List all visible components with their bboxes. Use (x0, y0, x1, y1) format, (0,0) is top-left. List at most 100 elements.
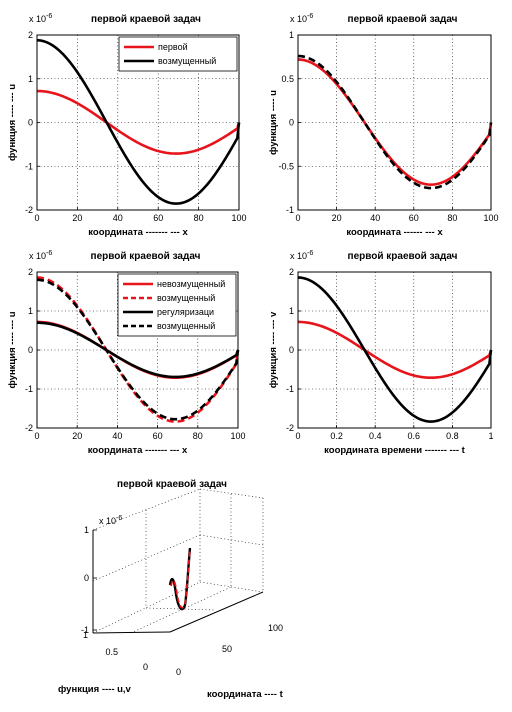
y-tick-label: 1 (28, 74, 33, 84)
x-tick-label: 20 (72, 431, 82, 441)
series-line-1 (297, 320, 493, 379)
grid-line (199, 581, 264, 593)
x-tick-label: 80 (193, 431, 203, 441)
x-tick-label: 50 (222, 644, 232, 654)
y-axis-label: функция ---- --- u (7, 311, 18, 388)
chart-title: первой краевой задач (348, 14, 458, 25)
x-tick-label: 0 (176, 667, 181, 677)
z-tick-label: -1 (81, 625, 89, 635)
x-axis-label: координата ------- --- x (88, 445, 188, 456)
y-tick-label: 1 (289, 30, 294, 40)
x-tick-label: 40 (112, 431, 122, 441)
y-axis-label: функция ---- --- u (7, 84, 18, 161)
y-axis-line (92, 631, 171, 634)
exponent-label: x 10-6 (290, 250, 313, 261)
y-tick-label: -2 (286, 423, 294, 433)
x-tick-label: 100 (483, 213, 498, 223)
x-tick-label: 0 (295, 431, 300, 441)
z-tick-label: 1 (84, 525, 89, 535)
y-tick-label: 2 (28, 267, 33, 277)
exponent-power: -6 (307, 250, 313, 257)
series-line-2 (170, 549, 191, 609)
x-tick-label: 20 (72, 213, 82, 223)
x-tick-label: 0 (34, 431, 39, 441)
grid-line (199, 534, 264, 546)
chart-title: первой краевой задач (348, 251, 458, 262)
y-tick-label: -1 (25, 161, 33, 171)
legend-entry: первой (158, 42, 188, 52)
y-axis-label: функция ---- u,v (58, 684, 132, 695)
chart-panel-1: 0 20 40 60 80 100 -2 -1 0 1 2 x 10-6 первой краевой … (7, 13, 247, 238)
chart-panel-5: -1 0 1 1 0.5 0 0 50 100 x 10-6 первой краевой зада… (58, 479, 284, 700)
x-tick-label: 100 (230, 431, 245, 441)
y-tick-label: 0 (289, 345, 294, 355)
y-tick-label: -0.5 (278, 161, 294, 171)
y-tick-label: -1 (286, 384, 294, 394)
x-tick-label: 40 (113, 213, 123, 223)
legend: первой возмущенный (118, 36, 238, 72)
y-tick-label: -1 (286, 205, 294, 215)
x-tick-label: 80 (194, 213, 204, 223)
series-line-1 (36, 89, 241, 155)
series-line-2 (36, 38, 241, 205)
y-tick-label: 0 (28, 118, 33, 128)
legend-entry: возмущенный (157, 293, 215, 303)
x-tick-label: 60 (409, 213, 419, 223)
y-tick-label: 0 (289, 118, 294, 128)
x-tick-label: 60 (153, 213, 163, 223)
legend-box (118, 36, 238, 72)
x-tick-label: 0.8 (446, 431, 459, 441)
y-tick-label: 0 (28, 345, 33, 355)
chart-panel-3: 0 20 40 60 80 100 -2 -1 0 1 2 x 10-6 первой краевой … (7, 250, 246, 456)
y-axis-label: функция ---- --- v (268, 311, 279, 388)
series-line-2 (297, 276, 493, 423)
y-tick-label: 1 (289, 306, 294, 316)
exponent-power: -6 (46, 250, 52, 257)
x-tick-label: 0 (295, 213, 300, 223)
exponent-power: -6 (116, 515, 122, 522)
x-axis-label: координата ---- t (207, 689, 284, 700)
grid-line (92, 581, 201, 634)
legend-entry: невозмущенный (157, 279, 225, 289)
x-tick-label: 100 (268, 623, 283, 633)
x-axis-label: координата времени ------- --- t (324, 445, 466, 456)
x-tick-label: 0.6 (408, 431, 421, 441)
x-tick-label: 40 (370, 213, 380, 223)
x-tick-label: 0.2 (330, 431, 343, 441)
chart-panel-4: 0 0.2 0.4 0.6 0.8 1 -2 -1 0 1 2 x 10-6 первой краево… (268, 250, 494, 456)
y-tick-label: 1 (83, 630, 88, 640)
x-axis-label: координата ------ --- x (346, 227, 443, 238)
x-tick-label: 1 (488, 431, 493, 441)
y-tick-label: 1 (28, 306, 33, 316)
series-line-4 (36, 278, 240, 421)
chart-title: первой краевой задач (117, 479, 227, 490)
grid-line (199, 488, 264, 499)
exponent-power: -6 (46, 13, 52, 20)
x-axis-label: координата ------- --- x (88, 227, 188, 238)
exponent-label: x 10-6 (290, 13, 313, 24)
y-tick-label: 2 (28, 30, 33, 40)
y-tick-label: 0.5 (105, 647, 118, 657)
series-line-1 (297, 58, 493, 186)
x-axis-line (169, 591, 264, 633)
x-tick-label: 80 (447, 213, 457, 223)
chart-title: первой краевой задач (91, 251, 201, 262)
x-tick-label: 0 (34, 213, 39, 223)
legend: невозмущенный возмущенный регуляризаци возм… (117, 273, 237, 337)
x-tick-label: 60 (153, 431, 163, 441)
series-line-2 (297, 54, 493, 190)
y-axis-label: функция ---- u (268, 90, 279, 155)
x-tick-label: 100 (231, 213, 246, 223)
y-tick-label: -2 (25, 423, 33, 433)
x-tick-label: 20 (332, 213, 342, 223)
y-tick-label: -2 (25, 205, 33, 215)
y-tick-label: 0 (143, 662, 148, 672)
grid-line (130, 586, 232, 634)
chart-panel-2: 0 20 40 60 80 100 -1 -0.5 0 0.5 1 x 10-6 первой крае… (268, 13, 499, 238)
grid-line (92, 488, 201, 531)
y-tick-label: 2 (289, 267, 294, 277)
legend-entry: регуляризаци (157, 307, 214, 317)
x-tick-label: 0.4 (369, 431, 382, 441)
exponent-label: x 10-6 (29, 250, 52, 261)
